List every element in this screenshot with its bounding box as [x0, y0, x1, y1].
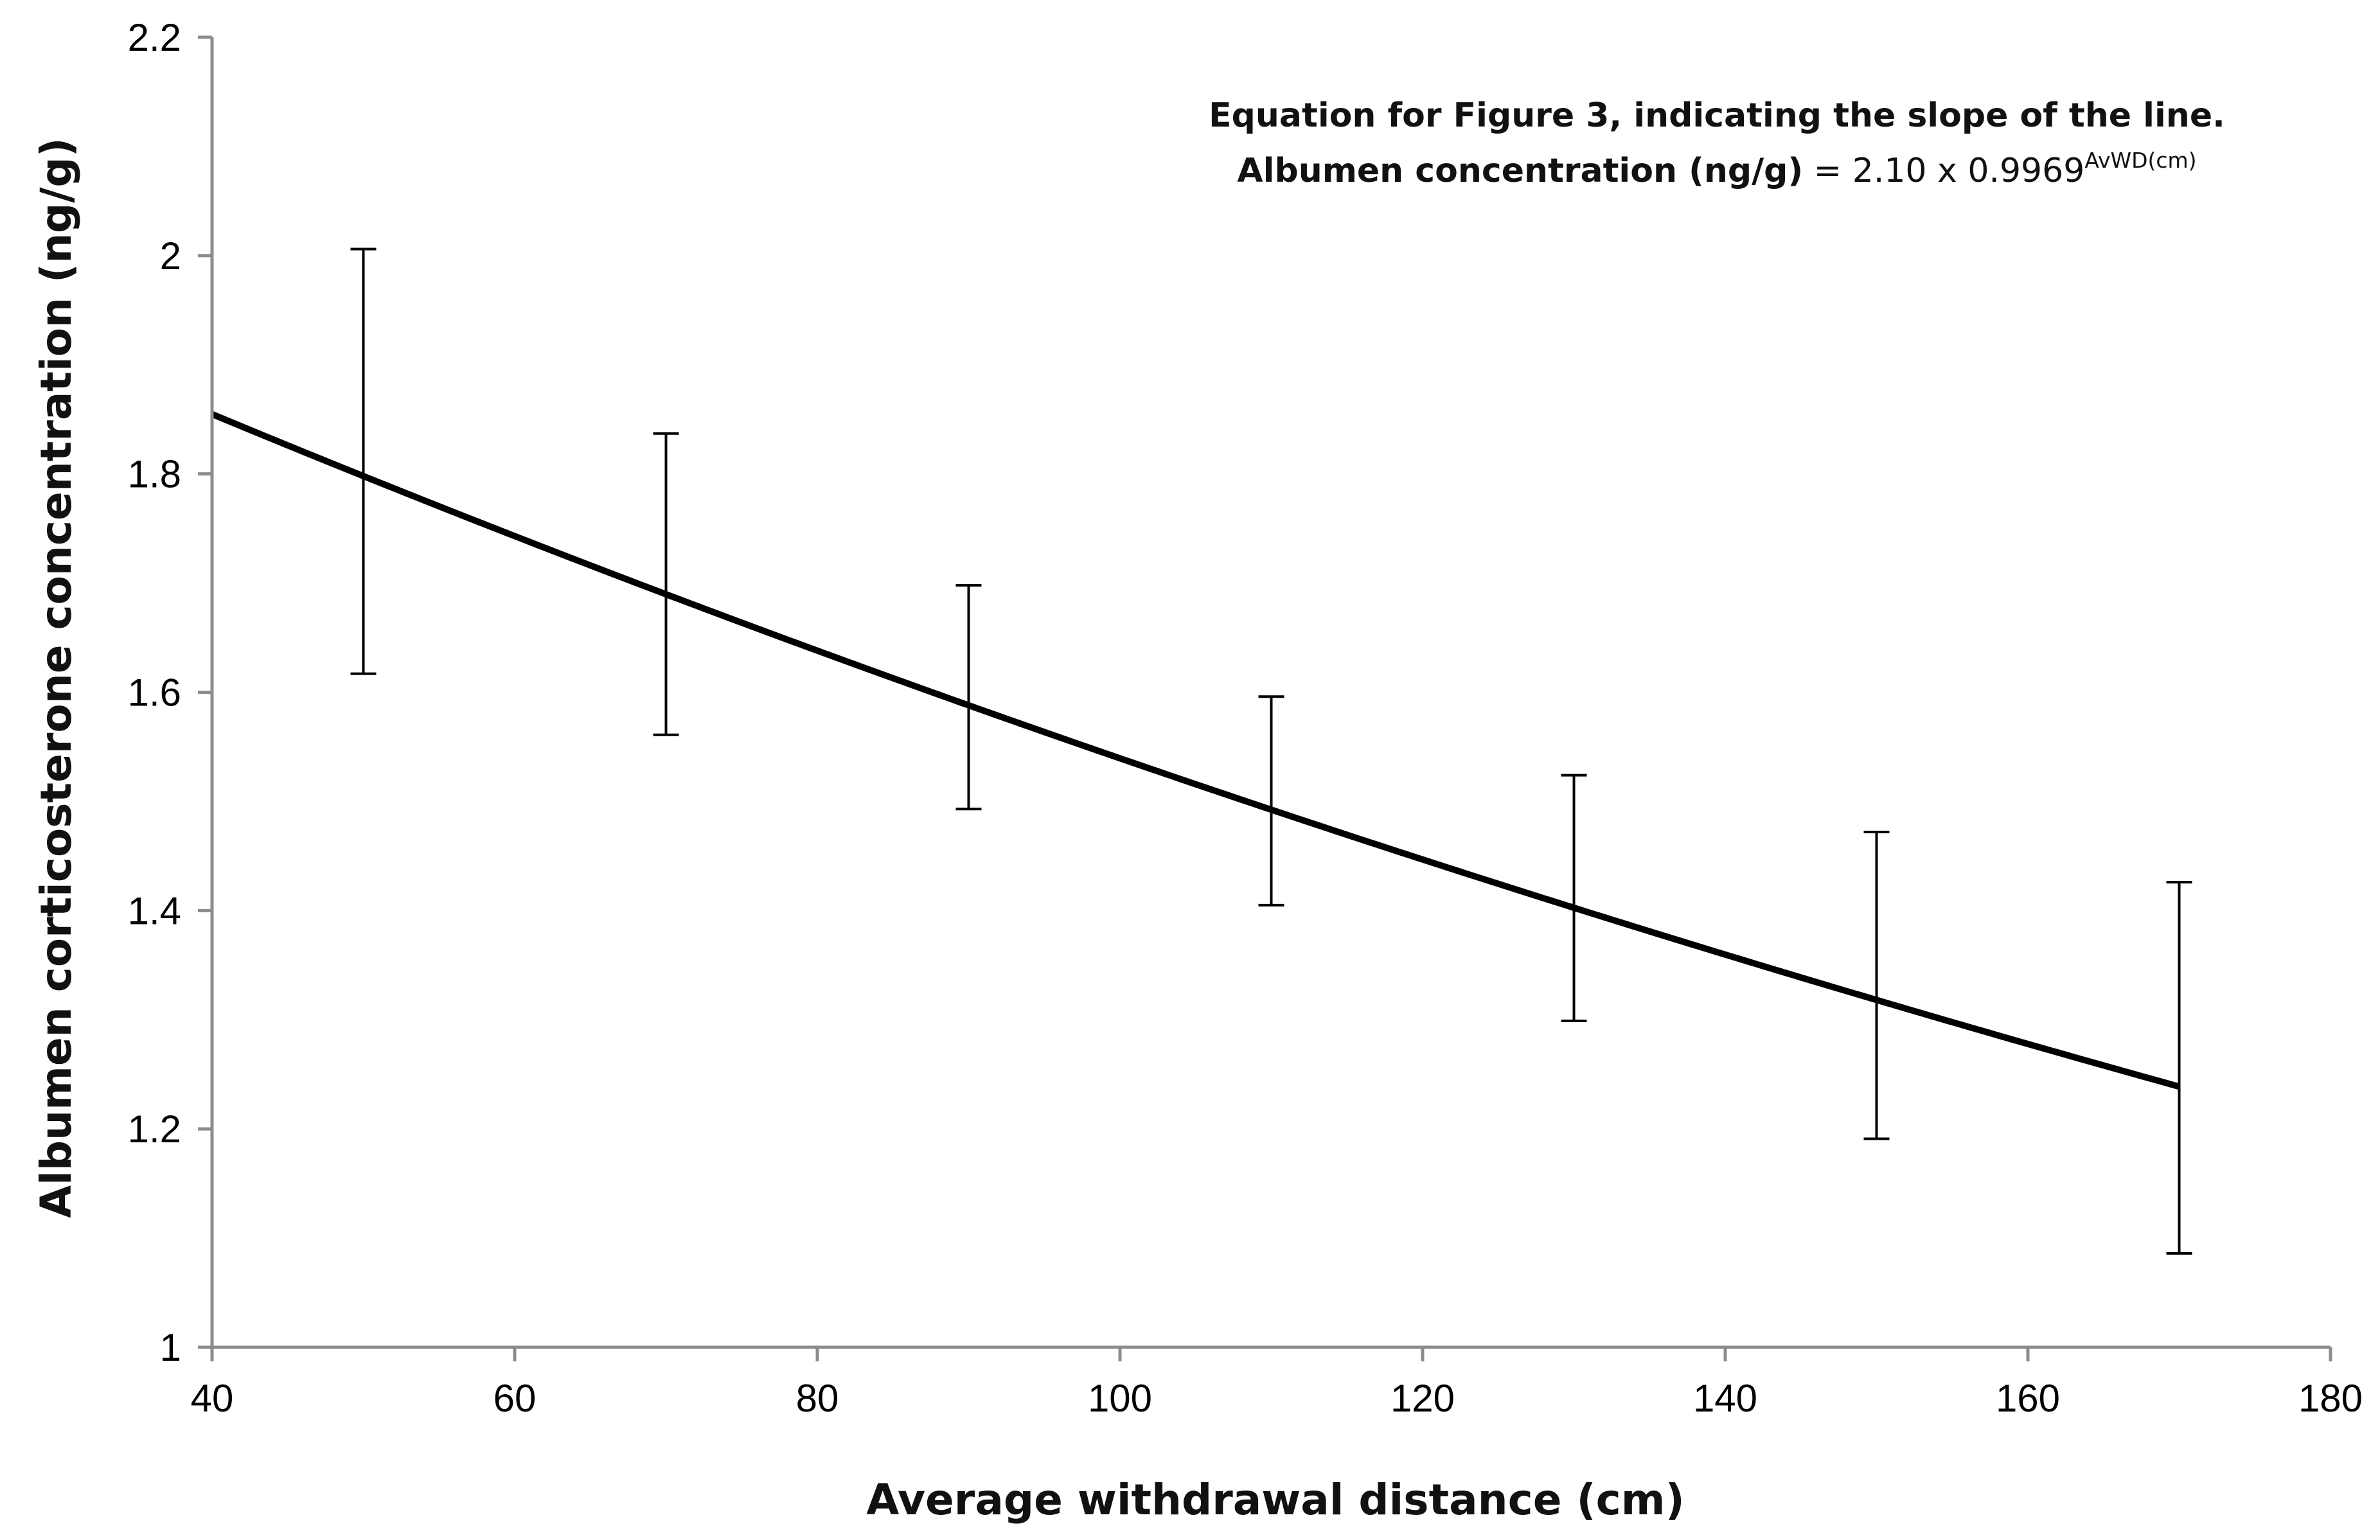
equation-exponent: AvWD(cm)	[2084, 148, 2196, 173]
y-axis-ticks: 1 1.2 1.4 1.6 1.8 2 2.2	[128, 16, 212, 1369]
x-tick-label: 140	[1693, 1377, 1757, 1420]
x-tick-label: 160	[1996, 1377, 2060, 1420]
equation-lhs: Albumen concentration (ng/g)	[1237, 152, 1803, 190]
x-tick-label: 100	[1088, 1377, 1152, 1420]
y-tick-label: 1.2	[128, 1108, 181, 1151]
error-bar	[653, 432, 679, 736]
y-tick-label: 2.2	[128, 16, 181, 59]
error-bar	[955, 583, 982, 811]
y-tick-label: 1	[160, 1326, 181, 1369]
y-tick-label: 2	[160, 235, 181, 278]
trend-line	[211, 411, 2180, 1090]
equation-line-2: Albumen concentration (ng/g) = 2.10 x 0.…	[1237, 148, 2196, 190]
x-tick-label: 80	[796, 1377, 839, 1420]
x-axis-ticks: 40 60 80 100 120 140 160 180	[191, 1347, 2363, 1420]
y-tick-label: 1.4	[128, 889, 181, 932]
error-bar	[2166, 881, 2192, 1255]
error-bar	[350, 247, 377, 675]
x-axis-title: Average withdrawal distance (cm)	[866, 1475, 1684, 1525]
x-tick-label: 180	[2298, 1377, 2363, 1420]
error-bars	[350, 247, 2192, 1255]
y-axis-title: Albumen corticosterone concentration (ng…	[31, 137, 81, 1218]
y-tick-label: 1.8	[128, 453, 181, 496]
equation-rhs: = 2.10 x 0.9969	[1803, 152, 2084, 190]
x-tick-label: 40	[191, 1377, 234, 1420]
equation-line-1: Equation for Figure 3, indicating the sl…	[1209, 96, 2225, 135]
error-bar	[1561, 774, 1587, 1022]
y-tick-label: 1.6	[128, 671, 181, 714]
equation-annotation: Equation for Figure 3, indicating the sl…	[1209, 96, 2225, 190]
error-bar	[1258, 695, 1284, 907]
x-tick-label: 60	[493, 1377, 537, 1420]
x-tick-label: 120	[1390, 1377, 1455, 1420]
error-bar	[1863, 830, 1890, 1140]
